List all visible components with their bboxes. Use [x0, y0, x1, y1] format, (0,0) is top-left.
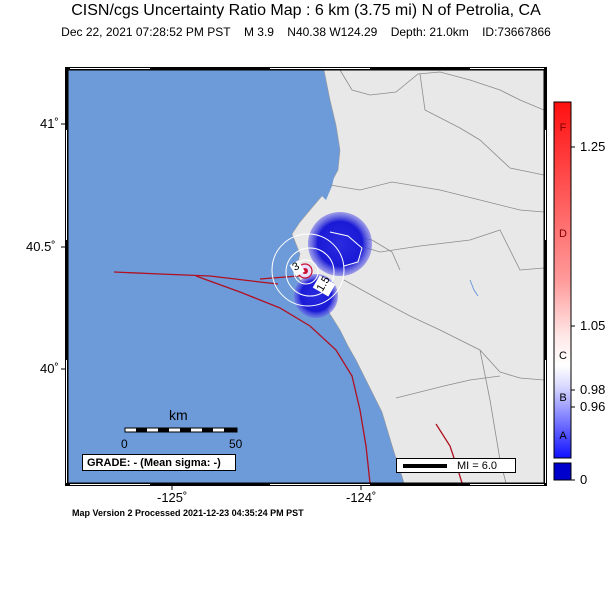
- county-borders: [329, 70, 544, 483]
- color-bar: [553, 101, 575, 481]
- colorbar-grade-d: D: [559, 228, 567, 240]
- lat-label-41: 41˚: [40, 116, 59, 131]
- scale-unit: km: [169, 407, 188, 423]
- river: [469, 279, 479, 297]
- colorbar-value-0-96: 0.96: [580, 399, 606, 414]
- event-info: Dec 22, 2021 07:28:52 PM PST M 3.9 N40.3…: [0, 25, 612, 39]
- lat-label-40-5: 40.5˚: [26, 239, 56, 254]
- event-magnitude: M 3.9: [243, 25, 274, 39]
- event-id: ID:73667866: [482, 25, 551, 39]
- mi-legend: MI = 6.0: [396, 458, 516, 473]
- map-version: Map Version 2 Processed 2021-12-23 04:35…: [72, 508, 304, 518]
- colorbar-value-1-05: 1.05: [580, 318, 606, 333]
- scale-start: 0: [121, 437, 128, 451]
- grade-box: GRADE: - (Mean sigma: -): [82, 454, 236, 471]
- event-datetime: Dec 22, 2021 07:28:52 PM PST: [61, 25, 231, 39]
- contour-label-3: [289, 260, 305, 277]
- uncertainty-regions: [294, 212, 372, 318]
- event-location: N40.38 W124.29: [287, 25, 378, 39]
- uncertainty-blob-north: [308, 212, 372, 276]
- map-area: [68, 70, 544, 483]
- mi-legend-text: MI = 6.0: [457, 460, 498, 472]
- scale-end: 50: [229, 437, 243, 451]
- contour-label-1-5: [312, 275, 336, 297]
- contour-lines: [271, 231, 363, 307]
- colorbar-grade-c: C: [559, 350, 567, 362]
- colorbar-grade-f: F: [559, 122, 567, 134]
- colorbar-grade-b: B: [559, 392, 567, 404]
- lon-label-125: -125˚: [157, 490, 188, 505]
- event-depth: Depth: 21.0km: [390, 25, 469, 39]
- colorbar-value-0: 0: [580, 472, 588, 487]
- map-frame: [61, 67, 547, 490]
- colorbar-value-1-25: 1.25: [580, 139, 606, 154]
- map-title: CISN/cgs Uncertainty Ratio Map : 6 km (3…: [71, 2, 541, 19]
- lon-label-124: -124˚: [346, 490, 377, 505]
- bay: [322, 168, 336, 200]
- mi-legend-bar: [403, 464, 447, 468]
- colorbar-value-0-98: 0.98: [580, 382, 606, 397]
- lat-label-40: 40˚: [40, 361, 59, 376]
- colorbar-grade-a: A: [559, 430, 567, 442]
- scale-bar: [124, 427, 238, 433]
